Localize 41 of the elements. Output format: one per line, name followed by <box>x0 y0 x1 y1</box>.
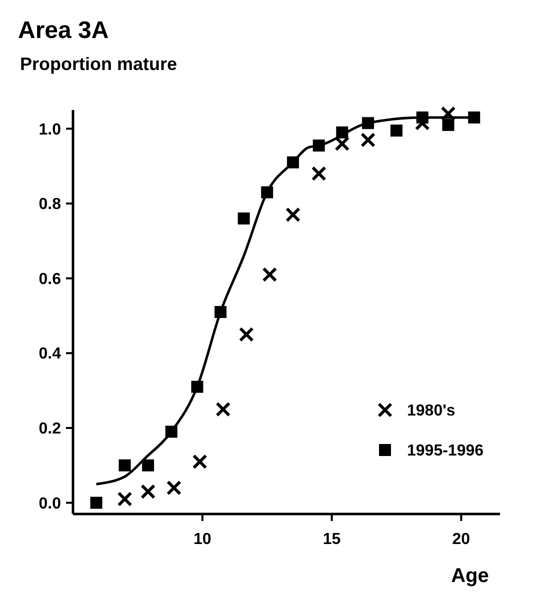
point <box>334 136 350 152</box>
y-tick-label: 0.2 <box>38 420 62 438</box>
y-tick-label: 0.4 <box>38 346 62 363</box>
x-tick-label: 20 <box>452 531 470 548</box>
chart-title: Area 3A <box>18 17 109 44</box>
point <box>442 118 454 131</box>
point <box>142 459 154 472</box>
y-tick-label: 0.8 <box>38 196 62 214</box>
point <box>166 480 182 496</box>
point <box>262 267 278 282</box>
point <box>214 306 227 318</box>
point <box>440 106 456 122</box>
point <box>312 140 325 152</box>
point <box>336 126 348 138</box>
point <box>261 186 274 198</box>
point <box>238 212 250 224</box>
point <box>468 111 480 124</box>
point <box>90 496 102 509</box>
y-tick-label: 0.6 <box>38 270 62 288</box>
point <box>191 380 204 393</box>
point <box>285 207 300 222</box>
x-tick-label: 15 <box>322 531 341 548</box>
legend-label: 1995-1996 <box>407 442 484 460</box>
point <box>362 117 374 130</box>
point <box>216 402 231 417</box>
point <box>311 166 326 182</box>
legend-label: 1980's <box>407 402 456 420</box>
point <box>286 156 299 168</box>
y-axis-title: Proportion mature <box>20 54 178 74</box>
y-tick-label: 0.0 <box>38 495 62 512</box>
point <box>117 492 132 507</box>
x-tick-label: 10 <box>193 531 212 548</box>
point <box>360 132 376 148</box>
point <box>140 484 156 500</box>
point <box>238 326 254 342</box>
x-axis-title: Age <box>451 565 489 587</box>
point <box>118 459 131 472</box>
point <box>390 124 402 137</box>
point <box>165 426 178 438</box>
point <box>192 454 208 470</box>
y-tick-label: 1.0 <box>38 121 62 138</box>
